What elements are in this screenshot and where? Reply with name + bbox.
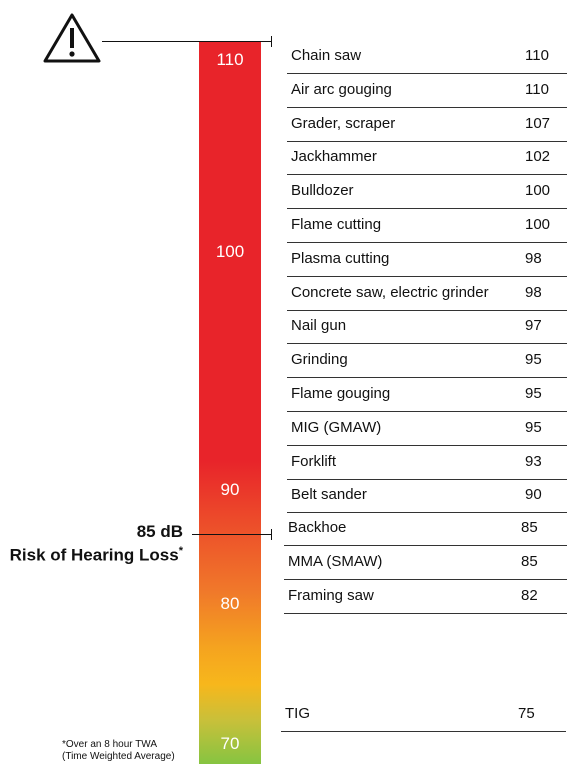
noise-source-db-value: 93 bbox=[525, 452, 542, 470]
row-divider bbox=[287, 478, 567, 480]
row-divider bbox=[287, 242, 567, 243]
noise-source-db-value: 102 bbox=[525, 148, 551, 166]
row-divider bbox=[287, 343, 567, 345]
row-divider bbox=[287, 106, 567, 108]
noise-source-name: Plasma cutting bbox=[291, 249, 390, 267]
noise-source-db-value: 97 bbox=[525, 317, 542, 335]
row-divider bbox=[287, 73, 567, 74]
row-divider bbox=[284, 579, 567, 580]
warning-icon bbox=[42, 12, 102, 69]
noise-source-name: Flame gouging bbox=[291, 385, 391, 402]
row-divider bbox=[284, 545, 567, 546]
scale-tick-70: 70 bbox=[220, 734, 240, 753]
noise-source-name: Belt sander bbox=[291, 486, 367, 504]
noise-source-db-value: 110 bbox=[525, 47, 549, 64]
noise-source-name: MIG (GMAW) bbox=[291, 418, 382, 436]
noise-source-name: Air arc gouging bbox=[291, 80, 392, 98]
noise-source-name: Chain saw bbox=[291, 47, 362, 64]
row-divider bbox=[287, 208, 567, 210]
footnote-line-2: (Time Weighted Average) bbox=[62, 751, 175, 762]
threshold-risk-label: Risk of Hearing Loss* bbox=[10, 545, 183, 566]
footnote: *Over an 8 hour TWA (Time Weighted Avera… bbox=[62, 739, 202, 763]
noise-source-name: Nail gun bbox=[291, 317, 347, 335]
threshold-db-label: 85 dB bbox=[136, 522, 183, 541]
scale-tick-90: 90 bbox=[220, 480, 240, 499]
row-divider bbox=[287, 309, 567, 311]
noise-source-db-value: 85 bbox=[521, 519, 538, 536]
scale-tick-110: 110 bbox=[216, 50, 244, 69]
row-divider bbox=[287, 411, 567, 412]
noise-source-name: Grinding bbox=[291, 351, 348, 369]
noise-source-db-value: 100 bbox=[525, 182, 551, 200]
row-divider bbox=[287, 377, 567, 379]
noise-source-name: Grader, scraper bbox=[291, 114, 396, 132]
row-divider bbox=[287, 275, 567, 277]
noise-source-name: MMA (SMAW) bbox=[288, 553, 383, 570]
noise-source-db-value: 95 bbox=[525, 385, 542, 402]
noise-source-name: TIG bbox=[285, 705, 310, 722]
warning-connector-tick bbox=[271, 36, 272, 47]
row-divider bbox=[287, 140, 567, 142]
decibel-scale-bar bbox=[199, 42, 261, 764]
threshold-footnote-marker: * bbox=[178, 545, 183, 557]
noise-source-db-value: 82 bbox=[521, 587, 538, 604]
noise-source-db-value: 85 bbox=[521, 553, 538, 570]
noise-source-name: Jackhammer bbox=[291, 148, 377, 166]
noise-source-db-value: 110 bbox=[525, 80, 549, 98]
row-divider bbox=[287, 444, 567, 446]
warning-connector-line bbox=[102, 41, 272, 42]
noise-source-db-value: 107 bbox=[525, 114, 551, 132]
row-divider bbox=[284, 613, 567, 614]
noise-source-name: Forklift bbox=[291, 452, 336, 470]
row-divider bbox=[281, 731, 566, 732]
noise-source-db-value: 95 bbox=[525, 351, 542, 369]
noise-source-name: Flame cutting bbox=[291, 216, 382, 233]
threshold-line bbox=[192, 534, 272, 535]
scale-tick-80: 80 bbox=[220, 594, 240, 613]
noise-source-db-value: 98 bbox=[525, 283, 542, 301]
footnote-line-1: *Over an 8 hour TWA bbox=[62, 739, 158, 750]
noise-source-name: Framing saw bbox=[288, 587, 374, 604]
threshold-risk-text: Risk of Hearing Loss bbox=[9, 545, 179, 565]
noise-source-db-value: 75 bbox=[518, 705, 535, 722]
noise-source-db-value: 98 bbox=[525, 249, 542, 267]
threshold-tick bbox=[271, 529, 272, 540]
row-divider bbox=[287, 174, 567, 176]
noise-source-name: Concrete saw, electric grinder bbox=[291, 283, 489, 301]
scale-tick-100: 100 bbox=[215, 242, 245, 261]
noise-source-db-value: 100 bbox=[525, 216, 551, 233]
row-divider bbox=[287, 512, 567, 514]
noise-source-db-value: 95 bbox=[525, 418, 542, 436]
noise-source-db-value: 90 bbox=[525, 486, 542, 504]
noise-source-name: Bulldozer bbox=[291, 182, 354, 200]
noise-source-name: Backhoe bbox=[288, 519, 347, 536]
